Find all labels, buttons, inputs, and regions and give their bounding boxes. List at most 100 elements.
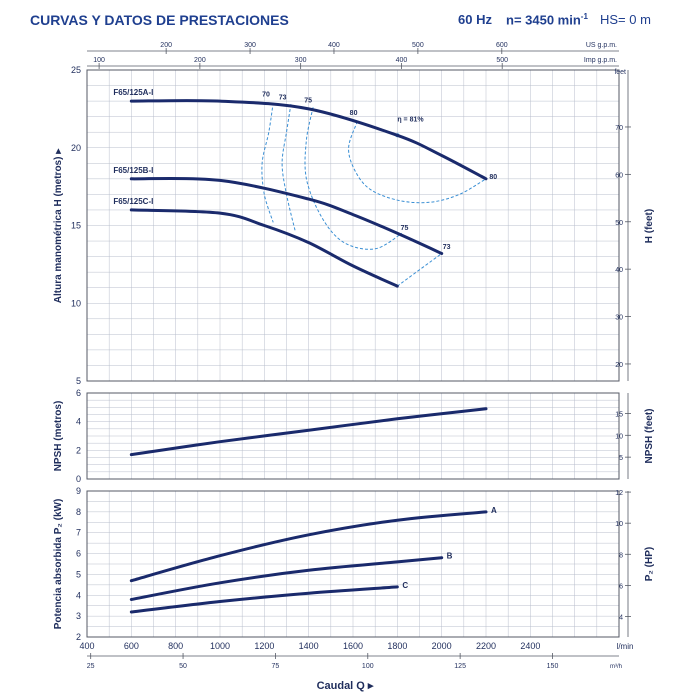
imp-gpm-tick-label: 200	[194, 57, 206, 64]
x-tick-label: 1400	[299, 641, 319, 651]
imp-gpm-tick-label: 100	[93, 57, 105, 64]
x-tick-label: 600	[124, 641, 139, 651]
right-tick-label: 12	[615, 490, 623, 497]
imp-gpm-tick-label: 400	[396, 57, 408, 64]
right-tick-label: 50	[615, 220, 623, 227]
y-tick-label: 8	[76, 507, 81, 517]
npsh-panel-frame	[86, 392, 620, 480]
y-tick-label: 4	[76, 417, 81, 427]
y-tick-label: 9	[76, 486, 81, 496]
y-tick-label: 6	[76, 388, 81, 398]
us-gpm-tick-label: 300	[244, 42, 256, 49]
us-gpm-unit: US g.p.m.	[586, 42, 617, 49]
x-tick-label: 1200	[254, 641, 274, 651]
imp-gpm-tick-label: 500	[496, 57, 508, 64]
efficiency-label: 73	[279, 95, 287, 102]
head-panel-frame	[86, 69, 620, 382]
right-tick-label: 6	[619, 583, 623, 590]
y-tick-label: 20	[71, 143, 81, 153]
y-tick-label: 4	[76, 590, 81, 600]
head-curve-f65-125b-i	[129, 176, 444, 255]
right-unit-label: feet	[614, 69, 626, 76]
y-tick-label: 0	[76, 474, 81, 484]
us-gpm-tick-label: 500	[412, 42, 424, 49]
right-tick-label: 10	[615, 521, 623, 528]
head-series-label: F65/125B-I	[113, 166, 153, 175]
right-tick-label: 10	[615, 433, 623, 440]
panel-frames	[86, 48, 631, 659]
y-tick-label: 3	[76, 611, 81, 621]
imp-gpm-tick-label: 300	[295, 57, 307, 64]
right-tick-label: 70	[615, 125, 623, 132]
efficiency-label: 70	[262, 91, 270, 98]
imp-gpm-unit: Imp g.p.m.	[584, 57, 617, 64]
npsh-curve-npsh	[129, 407, 488, 457]
head-series-label: F65/125A-I	[113, 88, 153, 97]
power-curve-a	[129, 510, 488, 583]
y-tick-label: 15	[71, 221, 81, 231]
frequency-label: 60 Hz	[458, 12, 492, 27]
x-tick-label: 1600	[343, 641, 363, 651]
right-tick-label: 40	[615, 267, 623, 274]
m3h-tick-label: 75	[272, 663, 280, 670]
right-tick-label: 20	[615, 362, 623, 369]
y-tick-label: 5	[76, 376, 81, 386]
y-tick-label: 2	[76, 632, 81, 642]
npsh-y-right-title: NPSH (feet)	[644, 408, 655, 463]
performance-curves	[129, 99, 488, 614]
right-tick-label: 4	[619, 615, 623, 622]
power-series-label: B	[447, 552, 453, 561]
efficiency-curve-73-link	[397, 253, 442, 287]
head-curve-f65-125c-i	[129, 208, 399, 288]
head-y-title: Altura manométrica H (metros) ▸	[53, 148, 64, 303]
x-tick-label: 400	[79, 641, 94, 651]
power-y-right-title: P₂ (HP)	[644, 547, 655, 581]
us-gpm-tick-label: 200	[160, 42, 172, 49]
hs-label: HS= 0 m	[600, 12, 651, 27]
efficiency-label: 80	[350, 110, 358, 117]
m3h-unit-label: m³/h	[610, 664, 622, 670]
head-y-right-title: H (feet)	[644, 209, 655, 243]
y-tick-label: 6	[76, 549, 81, 559]
x-tick-label: 2200	[476, 641, 496, 651]
y-tick-label: 25	[71, 65, 81, 75]
m3h-tick-label: 100	[362, 663, 374, 670]
x-axis-title: Caudal Q ▸	[317, 680, 374, 692]
efficiency-label: η = 81%	[397, 116, 424, 123]
power-curve-b	[129, 556, 444, 601]
x-tick-label: 2400	[520, 641, 540, 651]
npsh-y-title: NPSH (metros)	[53, 401, 64, 472]
right-tick-label: 8	[619, 552, 623, 559]
efficiency-curve-73	[281, 104, 296, 232]
m3h-tick-label: 50	[179, 663, 187, 670]
chart-title: CURVAS Y DATOS DE PRESTACIONES	[30, 12, 289, 28]
efficiency-curve-70	[261, 102, 274, 223]
us-gpm-tick-label: 600	[496, 42, 508, 49]
grid-lines	[86, 69, 620, 638]
x-tick-label: 800	[168, 641, 183, 651]
x-tick-label: 1000	[210, 641, 230, 651]
head-curve-f65-125a-i	[129, 99, 488, 181]
speed-exponent: -1	[580, 12, 588, 21]
speed-value: n= 3450 min	[506, 12, 581, 28]
power-curve-c	[129, 585, 399, 614]
right-tick-label: 60	[615, 172, 623, 179]
efficiency-label: 75	[401, 225, 409, 232]
efficiency-label: 75	[304, 98, 312, 105]
power-series-label: C	[402, 581, 408, 590]
us-gpm-tick-label: 400	[328, 42, 340, 49]
efficiency-label: 80	[489, 174, 497, 181]
x-tick-label: 1800	[387, 641, 407, 651]
y-tick-label: 7	[76, 528, 81, 538]
power-panel-frame	[86, 490, 620, 638]
m3h-tick-label: 125	[454, 663, 466, 670]
y-tick-label: 2	[76, 445, 81, 455]
y-tick-label: 10	[71, 298, 81, 308]
m3h-tick-label: 150	[547, 663, 559, 670]
power-series-label: A	[491, 506, 497, 515]
efficiency-label: 73	[443, 244, 451, 251]
right-tick-label: 30	[615, 315, 623, 322]
chart-labels: 5 10 15 20 25 0 2 4 6 2 3 4 5 6 7 8 9 20 30 40 50 60 70 5 10 15 4 6…	[53, 42, 655, 692]
power-y-title: Potencia absorbida P₂ (kW)	[53, 499, 64, 630]
